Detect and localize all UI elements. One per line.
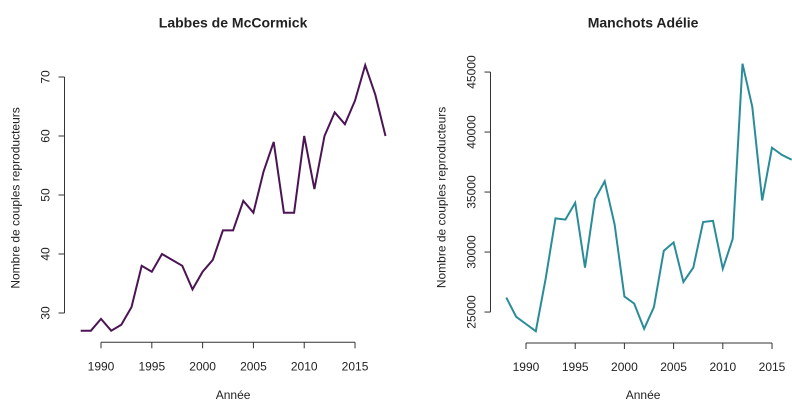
x-tick-label: 2015 bbox=[759, 360, 786, 374]
x-tick-label: 2010 bbox=[709, 360, 736, 374]
y-tick-label: 35000 bbox=[465, 175, 479, 209]
x-axis-label: Année bbox=[216, 388, 251, 402]
x-tick-label: 1990 bbox=[88, 359, 115, 373]
y-tick-label: 70 bbox=[39, 70, 53, 84]
x-tick-label: 2005 bbox=[660, 360, 687, 374]
data-line bbox=[80, 61, 387, 332]
y-tick-label: 60 bbox=[39, 129, 53, 143]
x-tick-label: 2000 bbox=[611, 360, 638, 374]
chart-title: Manchots Adélie bbox=[588, 15, 699, 31]
x-axis-label: Année bbox=[626, 388, 661, 402]
y-tick-label: 30 bbox=[39, 306, 53, 320]
x-tick-label: 1995 bbox=[562, 360, 589, 374]
chart-title: Labbes de McCormick bbox=[159, 15, 308, 31]
y-axis-label: Nombre de couples reproducteurs bbox=[9, 107, 23, 288]
y-tick-label: 25000 bbox=[465, 295, 479, 329]
x-tick-label: 2005 bbox=[240, 359, 267, 373]
y-axis-label: Nombre de couples reproducteurs bbox=[435, 107, 449, 288]
x-tick-label: 2010 bbox=[291, 359, 318, 373]
x-tick-label: 1990 bbox=[513, 360, 540, 374]
x-tick-label: 1995 bbox=[138, 359, 165, 373]
x-tick-label: 2000 bbox=[189, 359, 216, 373]
y-tick-label: 50 bbox=[39, 188, 53, 202]
y-tick-label: 30000 bbox=[465, 235, 479, 269]
y-tick-label: 45000 bbox=[465, 55, 479, 89]
x-tick-label: 2015 bbox=[342, 359, 369, 373]
data-line bbox=[505, 63, 792, 333]
y-tick-label: 40 bbox=[39, 247, 53, 261]
y-tick-label: 40000 bbox=[465, 115, 479, 149]
